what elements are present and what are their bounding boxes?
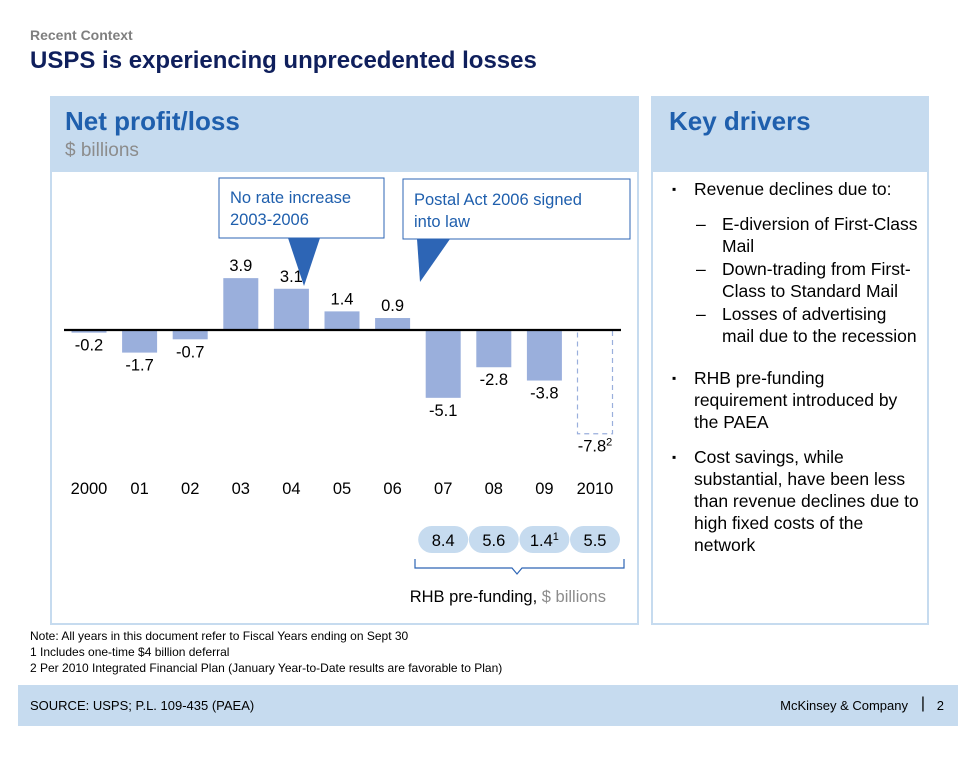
bar [71, 330, 107, 333]
bar-value-label: -1.7 [125, 357, 153, 375]
page-number: 2 [936, 698, 944, 713]
rhb-pill [468, 526, 519, 553]
net-profit-panel-header: Net profit/loss $ billions [52, 98, 637, 172]
footnotes: Note: All years in this document refer t… [30, 628, 502, 676]
x-tick-label: 05 [333, 480, 351, 498]
driver-subitem-text: Losses of advertising mail due to the re… [722, 304, 917, 346]
bullet-icon: ▪ [672, 371, 677, 385]
bar-value-label: -0.7 [176, 343, 204, 361]
x-tick-label: 09 [535, 480, 553, 498]
source-text: SOURCE: USPS; P.L. 109-435 (PAEA) [30, 698, 255, 713]
net-profit-chart: -0.2 2000 -1.7 01 -0.7 02 3.9 03 3.1 04 1.4 05 0.9 06… [64, 177, 631, 606]
rhb-value-label: 5.5 [584, 532, 607, 550]
x-tick-label: 04 [282, 480, 300, 498]
driver-subitem-text: Down-trading from First-Class to Standar… [722, 259, 911, 301]
bar-value-label: 0.9 [381, 297, 404, 315]
key-drivers-panel: Key drivers ▪ Revenue declines due to: – E-… [651, 96, 929, 625]
callout-text-rate-line1: No rate increase [230, 189, 351, 207]
footnote-1: 1 Includes one-time $4 billion deferral [30, 645, 230, 659]
key-drivers-title: Key drivers [669, 106, 811, 136]
dash-icon: – [696, 304, 706, 324]
value-footnote-marker: 2 [606, 437, 612, 449]
bar [526, 330, 562, 381]
rhb-value-label: 8.4 [432, 532, 455, 550]
bar [324, 311, 360, 330]
note-fiscal-years: Note: All years in this document refer t… [30, 629, 409, 643]
x-tick-label: 01 [130, 480, 148, 498]
x-tick-label: 03 [232, 480, 250, 498]
bar-value-label: 3.1 [280, 268, 303, 286]
rhb-value-label: 5.6 [482, 532, 505, 550]
rhb-pill [418, 526, 469, 553]
bar [273, 288, 309, 330]
bullet-icon: ▪ [672, 450, 677, 464]
bar-value-label: -3.8 [530, 385, 558, 403]
bar-value-label: -2.8 [480, 371, 508, 389]
page-title: USPS is experiencing unprecedented losse… [30, 47, 537, 74]
footer-bar: SOURCE: USPS; P.L. 109-435 (PAEA) McKins… [18, 685, 958, 726]
driver-subitem: – E-diversion of First-Class Mail [694, 213, 922, 257]
x-tick-label: 2000 [71, 480, 108, 498]
callout-box-rate [218, 177, 385, 239]
bar [375, 318, 411, 330]
callout-arrow-icon [288, 238, 320, 286]
bar-value-label: 1.4 [331, 290, 354, 308]
driver-subitem-text: E-diversion of First-Class Mail [722, 214, 918, 256]
rhb-unit: $ billions [542, 588, 606, 606]
firm-name: McKinsey & Company [780, 698, 908, 713]
x-tick-label: 08 [485, 480, 503, 498]
driver-text: Revenue declines due to: [694, 179, 892, 199]
footer-separator: | [920, 695, 925, 712]
rhb-footnote-marker: 1 [553, 531, 559, 543]
net-profit-panel: Net profit/loss $ billions -0.2 2000 -1.7 0… [50, 96, 639, 625]
bar [223, 278, 259, 330]
driver-text: RHB pre-funding requirement introduced b… [694, 368, 898, 432]
dash-icon: – [696, 214, 706, 234]
callout-text-rate-line2: 2003-2006 [230, 211, 309, 229]
callout-text-act-line1: Postal Act 2006 signed [414, 191, 582, 209]
bar [476, 330, 512, 368]
callout-arrow-icon [417, 239, 450, 282]
bar [425, 330, 461, 398]
bar-value-label: 3.9 [229, 257, 252, 275]
bar [122, 330, 158, 353]
rhb-label: RHB pre-funding, $ billions [410, 588, 606, 606]
driver-text: Cost savings, while substantial, have be… [694, 447, 919, 555]
rhb-pill [570, 526, 620, 553]
bar-value-label: -5.1 [429, 402, 457, 420]
key-drivers-panel-header: Key drivers [653, 98, 927, 172]
key-drivers-list: ▪ Revenue declines due to: – E-diversion of… [670, 178, 922, 569]
rhb-value-label: 1.41 [530, 531, 559, 550]
section-kicker: Recent Context [30, 27, 133, 43]
driver-item: ▪ Revenue declines due to: – E-diversion of… [670, 178, 922, 347]
chart-subtitle: $ billions [65, 140, 139, 161]
rhb-pill [519, 526, 570, 553]
rhb-bracket [414, 559, 625, 575]
driver-item: ▪ Cost savings, while substantial, have b… [670, 446, 922, 556]
driver-subitems: – E-diversion of First-Class Mail – Down-tr… [694, 213, 922, 347]
bar [172, 330, 208, 340]
dash-icon: – [696, 259, 706, 279]
x-tick-label: 06 [383, 480, 401, 498]
bar-value-label: -7.82 [578, 437, 613, 456]
footnote-2: 2 Per 2010 Integrated Financial Plan (Ja… [30, 661, 503, 675]
x-tick-label: 2010 [577, 480, 614, 498]
driver-subitem: – Down-trading from First-Class to Standa… [694, 258, 922, 302]
driver-subitem: – Losses of advertising mail due to the r… [694, 303, 922, 347]
bar-projected [576, 329, 614, 435]
x-tick-label: 02 [181, 480, 199, 498]
chart-title: Net profit/loss [65, 106, 240, 136]
bullet-icon: ▪ [672, 182, 677, 196]
callout-text-act-line2: into law [414, 213, 470, 231]
driver-item: ▪ RHB pre-funding requirement introduced … [670, 367, 922, 433]
x-tick-label: 07 [434, 480, 452, 498]
callout-box-postal-act [402, 178, 631, 240]
bar-value-label: -0.2 [75, 337, 103, 355]
